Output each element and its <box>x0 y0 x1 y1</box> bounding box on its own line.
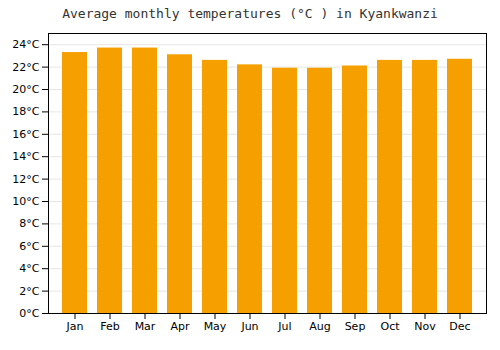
svg-text:May: May <box>204 320 227 333</box>
svg-text:Jan: Jan <box>66 320 84 333</box>
svg-text:Mar: Mar <box>135 320 156 333</box>
svg-text:Dec: Dec <box>449 320 470 333</box>
svg-text:2°C: 2°C <box>19 285 39 298</box>
svg-text:Aug: Aug <box>309 320 330 333</box>
svg-text:0°C: 0°C <box>19 307 39 320</box>
svg-text:4°C: 4°C <box>19 262 39 275</box>
svg-text:24°C: 24°C <box>12 38 39 51</box>
svg-text:Jun: Jun <box>240 320 258 333</box>
svg-text:Sep: Sep <box>345 320 366 333</box>
svg-text:14°C: 14°C <box>12 150 39 163</box>
svg-text:Nov: Nov <box>414 320 436 333</box>
svg-text:Jul: Jul <box>277 320 291 333</box>
svg-text:6°C: 6°C <box>19 240 39 253</box>
svg-text:20°C: 20°C <box>12 83 39 96</box>
svg-text:12°C: 12°C <box>12 173 39 186</box>
svg-text:Oct: Oct <box>380 320 400 333</box>
svg-text:22°C: 22°C <box>12 61 39 74</box>
svg-text:18°C: 18°C <box>12 105 39 118</box>
svg-text:16°C: 16°C <box>12 128 39 141</box>
svg-text:10°C: 10°C <box>12 195 39 208</box>
svg-text:Apr: Apr <box>170 320 190 333</box>
html-text:Average monthly temperatures (: Average monthly temperatures (°C ) in Ky… <box>62 6 438 21</box>
svg-text:8°C: 8°C <box>19 217 39 230</box>
svg-text:Feb: Feb <box>100 320 119 333</box>
